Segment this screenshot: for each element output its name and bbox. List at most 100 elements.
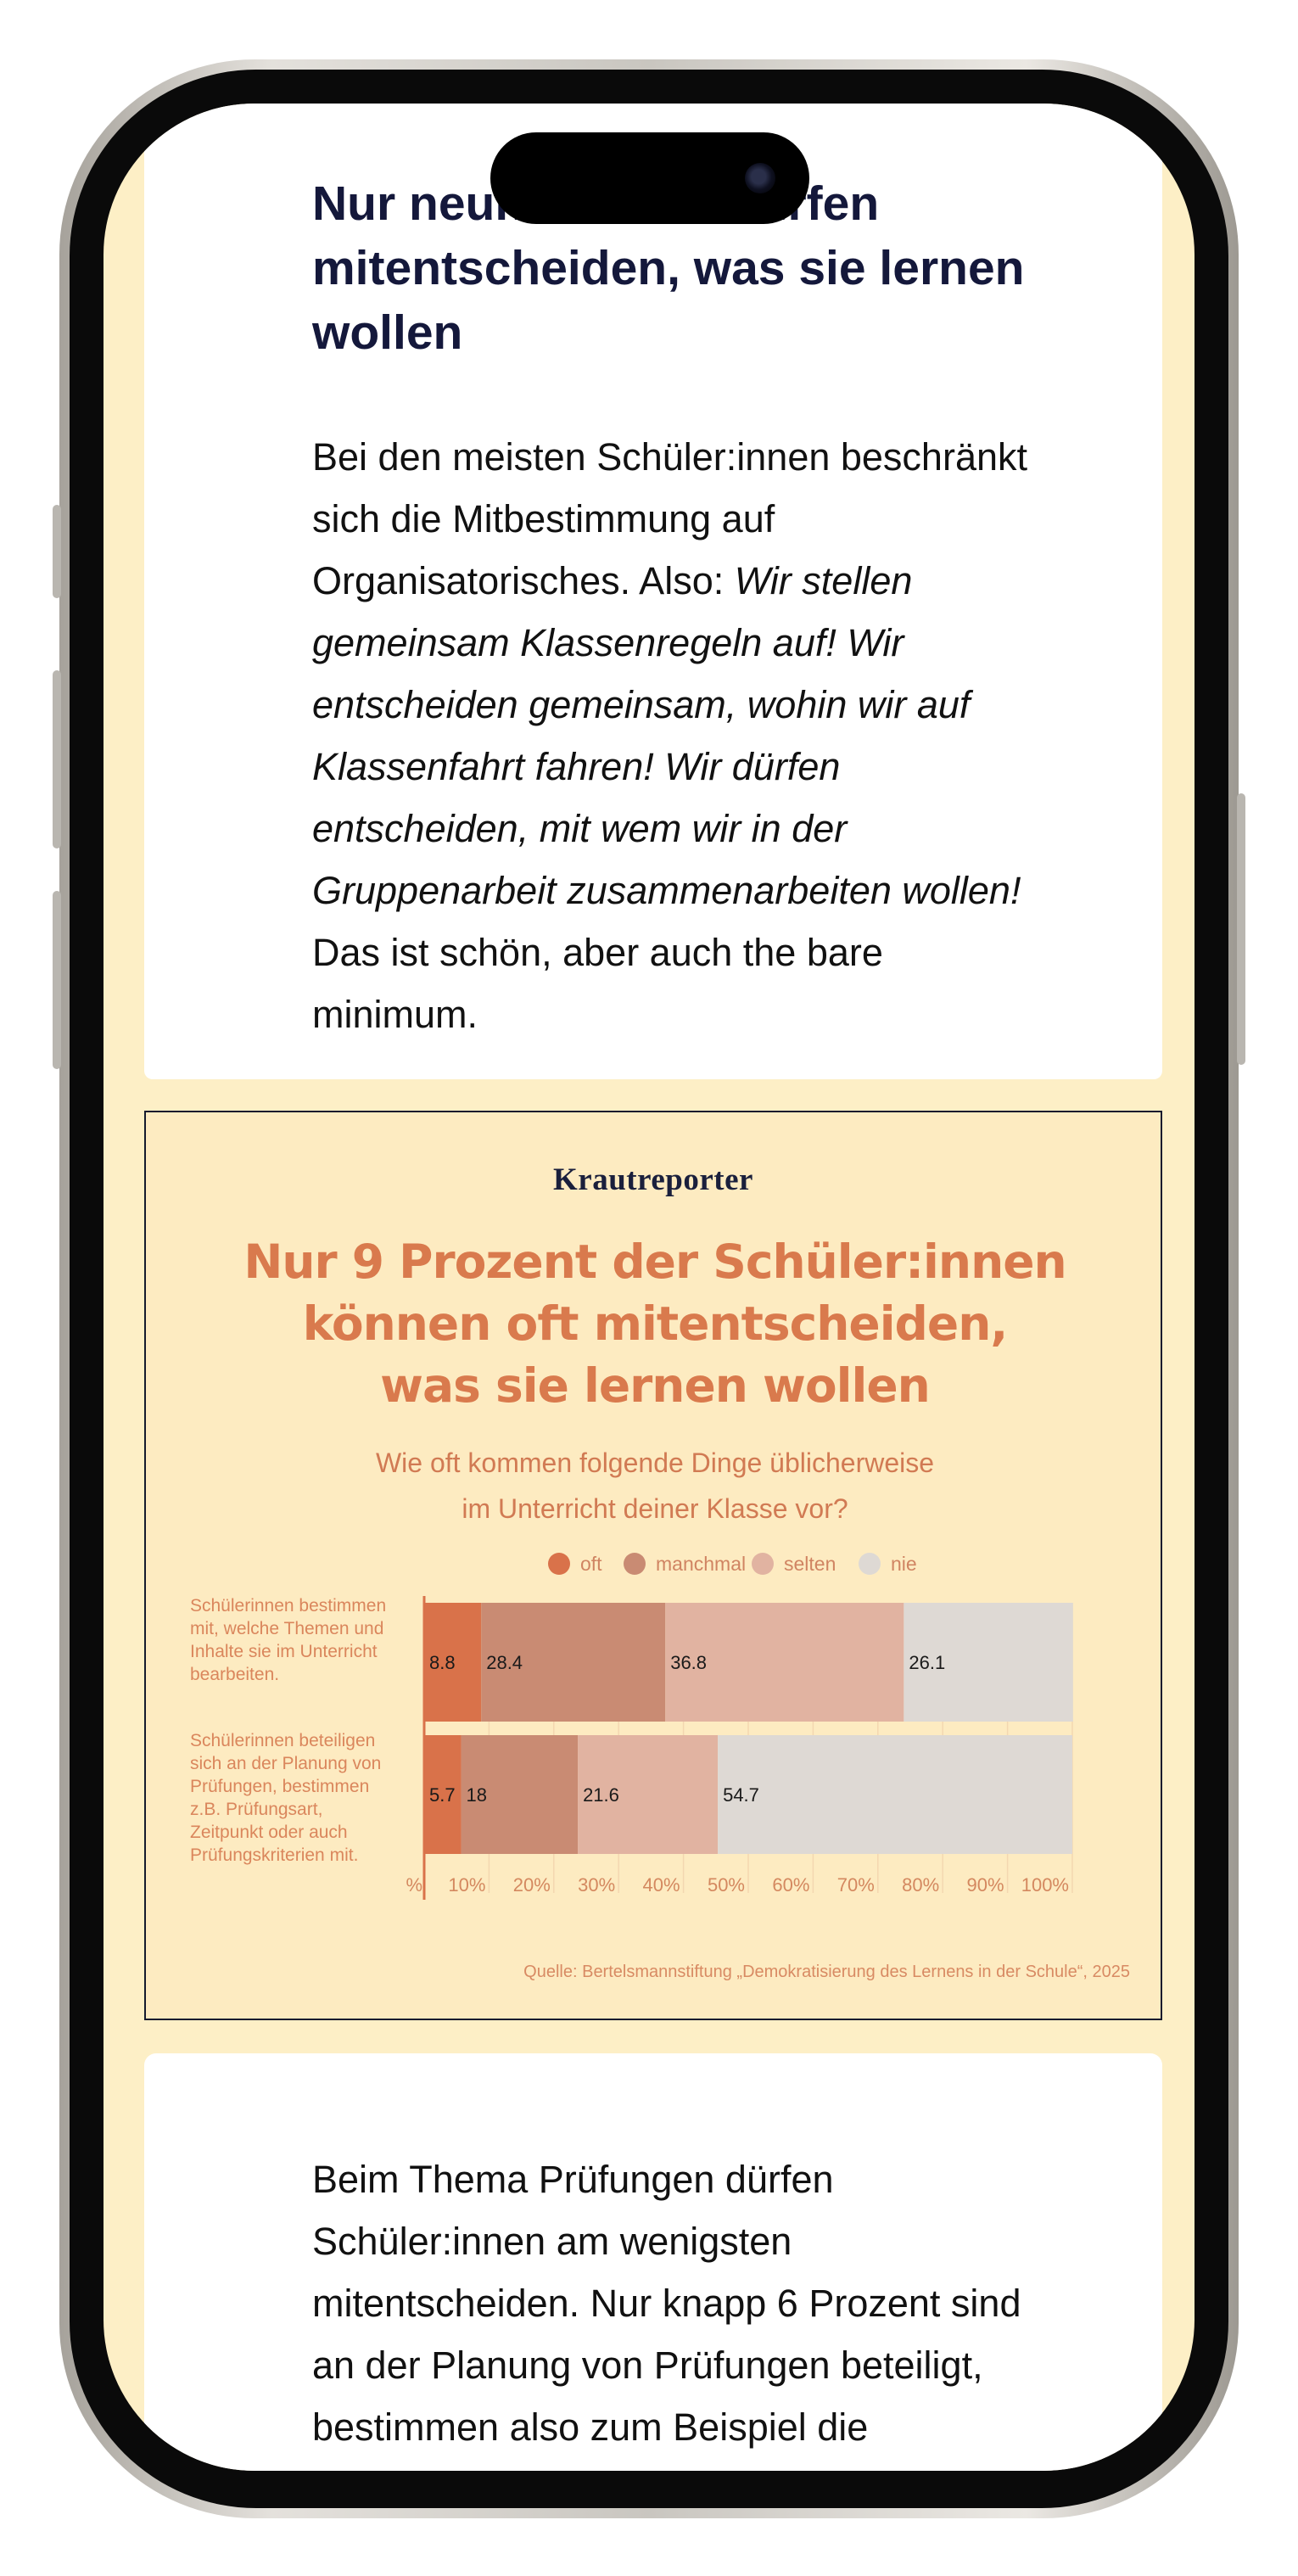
legend-item-oft: oft bbox=[548, 1547, 602, 1581]
article-paragraph: Bei den meisten Schüler:innen beschränkt… bbox=[312, 426, 1101, 1045]
legend-swatch bbox=[624, 1553, 646, 1575]
paragraph-line: gemeinsam Klassenregeln auf! Wir bbox=[312, 612, 1101, 674]
heading-line: wollen bbox=[312, 305, 463, 360]
data-label: 5.7 bbox=[429, 1784, 456, 1806]
article-paragraph: Beim Thema Prüfungen dürfen Schüler:innen… bbox=[312, 2148, 1101, 2471]
paragraph-line: Das ist schön, aber auch the bare bbox=[312, 921, 1101, 983]
paragraph-line: an der Planung von Prüfungen beteiligt, bbox=[312, 2344, 983, 2387]
x-tick-label: 100% bbox=[1021, 1874, 1069, 1896]
category-label-line: Prüfungen, bestimmen bbox=[190, 1777, 370, 1796]
x-tick-label: 70% bbox=[837, 1874, 875, 1896]
category-label-line: bearbeiten. bbox=[190, 1665, 280, 1684]
bar-nie bbox=[718, 1735, 1072, 1854]
paragraph-italic-text: Wir stellen bbox=[734, 559, 913, 602]
category-label: Schülerinnen bestimmen mit, welche Themen… bbox=[190, 1594, 417, 1686]
chart-source: Quelle: Bertelsmannstiftung „Demokratisi… bbox=[523, 1963, 1130, 1981]
heading-line: mitentscheiden, was sie lernen bbox=[312, 241, 1025, 295]
x-tick-label: 30% bbox=[578, 1874, 615, 1896]
paragraph-line: Bei den meisten Schüler:innen beschränkt bbox=[312, 426, 1101, 488]
legend-swatch bbox=[859, 1553, 881, 1575]
paragraph-italic-text: Gruppenarbeit zusammenarbeiten wollen! bbox=[312, 869, 1021, 912]
paragraph-italic-text: entscheiden gemeinsam, wohin wir auf bbox=[312, 683, 971, 726]
article-card-top: Nur neun Prozent dürfen mitentscheiden, … bbox=[144, 104, 1162, 1079]
bar-oft bbox=[424, 1603, 482, 1722]
bar-manchmal bbox=[481, 1603, 666, 1722]
bar-oft bbox=[424, 1735, 462, 1854]
x-tick-label: 10% bbox=[448, 1874, 485, 1896]
x-tick-label: 20% bbox=[513, 1874, 551, 1896]
x-tick-label: 60% bbox=[772, 1874, 809, 1896]
chart-title-line: Nur 9 Prozent der Schüler:innen bbox=[243, 1235, 1066, 1289]
legend-label: manchmal bbox=[656, 1552, 747, 1575]
data-label: 18 bbox=[467, 1784, 487, 1806]
category-label-line: sich an der Planung von bbox=[190, 1754, 382, 1773]
data-label: 36.8 bbox=[670, 1652, 707, 1673]
paragraph-text: Das ist schön, aber auch the bare bbox=[312, 931, 883, 974]
paragraph-line: entscheiden, mit wem wir in der bbox=[312, 798, 1101, 860]
phone-screen: Nur neun Prozent dürfen mitentscheiden, … bbox=[104, 104, 1194, 2471]
chart-title: Nur 9 Prozent der Schüler:innen können o… bbox=[197, 1231, 1113, 1417]
infographic: Krautreporter Nur 9 Prozent der Schüler:… bbox=[144, 1111, 1162, 2020]
legend-label: selten bbox=[784, 1552, 836, 1575]
paragraph-text: Bei den meisten Schüler:innen beschränkt bbox=[312, 435, 1028, 479]
paragraph-line: entscheiden gemeinsam, wohin wir auf bbox=[312, 674, 1101, 736]
paragraph-italic-text: gemeinsam Klassenregeln auf! Wir bbox=[312, 621, 904, 664]
legend-label: nie bbox=[891, 1552, 917, 1575]
paragraph-line: bestimmen also zum Beispiel die bbox=[312, 2405, 869, 2449]
paragraph-text: sich die Mitbestimmung auf bbox=[312, 497, 775, 540]
chart-subtitle-line: Wie oft kommen folgende Dinge üblicherwe… bbox=[375, 1448, 935, 1478]
data-label: 28.4 bbox=[486, 1652, 523, 1673]
paragraph-line: Prüfungsart, den Zeitpunkt oder die bbox=[312, 2458, 1101, 2471]
category-label-line: Schülerinnen bestimmen bbox=[190, 1596, 387, 1616]
category-label-line: Zeitpunkt oder auch bbox=[190, 1823, 348, 1842]
paragraph-line: Gruppenarbeit zusammenarbeiten wollen! bbox=[312, 860, 1101, 921]
category-label: Schülerinnen beteiligen sich an der Planu… bbox=[190, 1729, 417, 1867]
x-tick-label: 40% bbox=[643, 1874, 680, 1896]
paragraph-text: minimum. bbox=[312, 993, 478, 1036]
chart-subtitle: Wie oft kommen folgende Dinge üblicherwe… bbox=[197, 1440, 1113, 1532]
chart-subtitle-line: im Unterricht deiner Klasse vor? bbox=[462, 1493, 848, 1524]
bar-nie bbox=[904, 1603, 1073, 1722]
dynamic-island bbox=[490, 132, 809, 224]
paragraph-line: sich die Mitbestimmung auf bbox=[312, 488, 1101, 550]
data-label: 21.6 bbox=[583, 1784, 619, 1806]
legend-item-selten: selten bbox=[752, 1547, 836, 1581]
paragraph-line: Klassenfahrt fahren! Wir dürfen bbox=[312, 736, 1101, 798]
bar-selten bbox=[578, 1735, 719, 1854]
paragraph-line: mitentscheiden. Nur knapp 6 Prozent sind bbox=[312, 2282, 1021, 2325]
stacked-bar-chart: 8.8 28.4 36.8 26.1 5.7 18 21.6 54.7% 10% 20% 30% 40… bbox=[406, 1596, 1073, 1900]
category-label-line: Schülerinnen beteiligen bbox=[190, 1731, 376, 1750]
legend-swatch bbox=[548, 1553, 570, 1575]
legend-label: oft bbox=[580, 1552, 602, 1575]
article-card-bottom: Beim Thema Prüfungen dürfen Schüler:innen… bbox=[144, 2053, 1162, 2471]
power-button bbox=[1237, 793, 1245, 1065]
volume-down-button bbox=[53, 891, 61, 1069]
x-tick-label: 80% bbox=[902, 1874, 939, 1896]
paragraph-line: Organisatorisches. Also: Wir stellen bbox=[312, 550, 1101, 612]
action-button bbox=[53, 505, 61, 598]
front-camera-icon bbox=[745, 163, 775, 193]
paragraph-text: Organisatorisches. Also: bbox=[312, 559, 735, 602]
paragraph-italic-text: entscheiden, mit wem wir in der bbox=[312, 807, 848, 850]
x-tick-label: 50% bbox=[708, 1874, 745, 1896]
x-tick-label: % bbox=[406, 1874, 422, 1896]
category-label-line: mit, welche Themen und bbox=[190, 1619, 384, 1638]
legend-item-manchmal: manchmal bbox=[624, 1547, 746, 1581]
brand-logo: Krautreporter bbox=[553, 1162, 753, 1197]
chart-title-line: was sie lernen wollen bbox=[380, 1358, 931, 1413]
category-label-line: Inhalte sie im Unterricht bbox=[190, 1642, 378, 1661]
bar-selten bbox=[665, 1603, 904, 1722]
x-tick-label: 90% bbox=[967, 1874, 1004, 1896]
legend-item-nie: nie bbox=[859, 1547, 917, 1581]
legend-swatch bbox=[752, 1553, 774, 1575]
data-label: 26.1 bbox=[909, 1652, 945, 1673]
chart-legend: oft manchmal selten nie bbox=[146, 1547, 1164, 1581]
bar-manchmal bbox=[461, 1735, 579, 1854]
category-label-line: Prüfungskriterien mit. bbox=[190, 1845, 359, 1865]
volume-up-button bbox=[53, 670, 61, 848]
paragraph-line: Beim Thema Prüfungen dürfen bbox=[312, 2158, 834, 2201]
chart-title-line: können oft mitentscheiden, bbox=[302, 1296, 1009, 1351]
data-label: 8.8 bbox=[429, 1652, 456, 1673]
paragraph-italic-text: Klassenfahrt fahren! Wir dürfen bbox=[312, 745, 841, 788]
data-label: 54.7 bbox=[723, 1784, 759, 1806]
